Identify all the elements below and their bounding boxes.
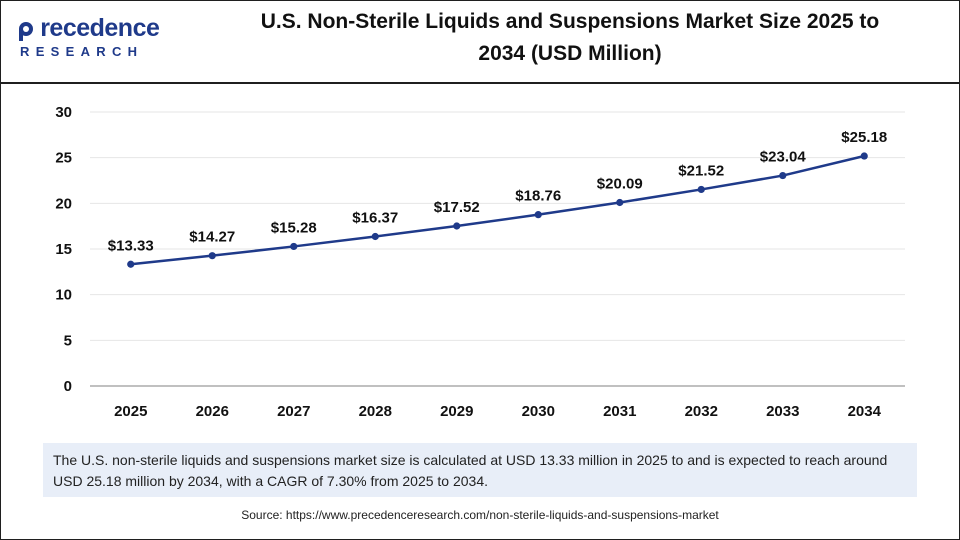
x-tick-label: 2032 (685, 403, 718, 420)
x-tick-label: 2033 (766, 403, 799, 420)
y-tick-label: 30 (55, 104, 72, 121)
y-tick-label: 25 (55, 150, 72, 167)
data-point (616, 198, 624, 207)
data-point (208, 252, 216, 260)
header: Precedence RESEARCH U.S. Non-Sterile Liq… (0, 0, 960, 82)
precedence-research-logo: Precedence RESEARCH (16, 14, 166, 66)
series-line (130, 154, 865, 266)
logo-mark (19, 22, 33, 41)
data-label: $15.28 (271, 219, 317, 236)
data-label: $21.52 (678, 162, 724, 179)
chart-title-line2: 2034 (USD Million) (478, 42, 662, 65)
x-tick-label: 2034 (848, 403, 882, 420)
y-tick-label: 15 (55, 241, 72, 258)
chart-title-line1: U.S. Non-Sterile Liquids and Suspensions… (260, 10, 880, 33)
data-point (697, 185, 705, 194)
y-tick-label: 0 (64, 378, 72, 395)
x-tick-label: 2031 (603, 403, 636, 420)
data-label: $14.27 (189, 229, 235, 246)
header-divider (0, 82, 960, 84)
y-tick-label: 20 (55, 195, 72, 212)
data-point (371, 232, 379, 241)
data-point (860, 152, 868, 160)
data-label: $25.18 (841, 129, 887, 146)
data-point (534, 211, 542, 219)
y-tick-label: 5 (64, 332, 72, 349)
x-tick-label: 2027 (277, 403, 310, 420)
chart-title: U.S. Non-Sterile Liquids and Suspensions… (190, 6, 950, 70)
data-label: $20.09 (597, 176, 643, 193)
x-tick-label: 2025 (114, 403, 147, 420)
logo-subtitle: RESEARCH (20, 44, 144, 59)
data-label: $17.52 (434, 199, 480, 216)
data-label: $16.37 (352, 209, 398, 226)
data-point (453, 222, 461, 230)
data-label: $23.04 (760, 149, 807, 166)
data-label: $18.76 (515, 188, 561, 205)
source-citation: Source: https://www.precedenceresearch.c… (241, 508, 719, 522)
y-tick-label: 10 (55, 287, 72, 304)
summary-box: The U.S. non-sterile liquids and suspens… (43, 443, 917, 497)
data-point (127, 260, 135, 268)
x-tick-label: 2029 (440, 403, 473, 420)
data-point (290, 242, 298, 251)
x-tick-label: 2030 (522, 403, 555, 420)
x-tick-label: 2028 (359, 403, 392, 420)
logo-wordmark: Precedence (40, 14, 160, 42)
data-label: $13.33 (108, 237, 154, 254)
data-point (779, 171, 787, 180)
x-tick-label: 2026 (196, 403, 229, 420)
